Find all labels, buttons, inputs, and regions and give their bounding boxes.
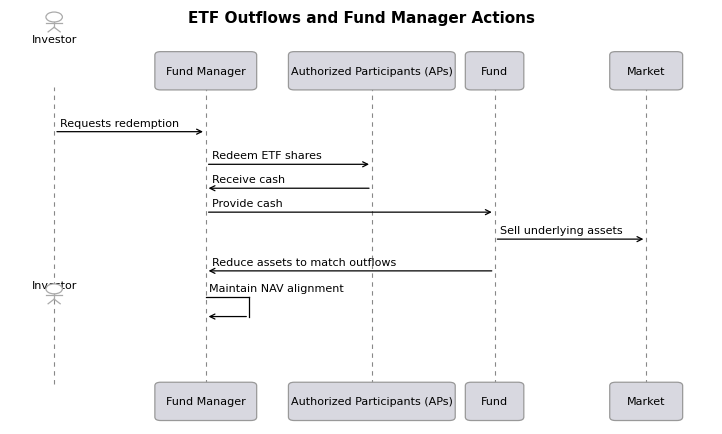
Text: ETF Outflows and Fund Manager Actions: ETF Outflows and Fund Manager Actions — [188, 11, 534, 26]
FancyBboxPatch shape — [466, 382, 524, 421]
Text: Market: Market — [627, 67, 666, 76]
FancyBboxPatch shape — [466, 53, 524, 91]
Text: Fund Manager: Fund Manager — [166, 67, 245, 76]
Circle shape — [46, 13, 62, 23]
Text: Reduce assets to match outflows: Reduce assets to match outflows — [212, 257, 396, 267]
FancyBboxPatch shape — [609, 382, 682, 421]
FancyBboxPatch shape — [609, 53, 682, 91]
Text: Authorized Participants (APs): Authorized Participants (APs) — [291, 67, 453, 76]
Text: Requests redemption: Requests redemption — [60, 118, 179, 128]
Text: Investor: Investor — [32, 35, 77, 45]
Text: Market: Market — [627, 397, 666, 406]
FancyBboxPatch shape — [155, 53, 257, 91]
Text: Fund Manager: Fund Manager — [166, 397, 245, 406]
Text: Sell underlying assets: Sell underlying assets — [500, 226, 623, 236]
Circle shape — [46, 284, 62, 294]
Text: Receive cash: Receive cash — [212, 175, 284, 185]
Text: Redeem ETF shares: Redeem ETF shares — [212, 151, 321, 161]
Text: Authorized Participants (APs): Authorized Participants (APs) — [291, 397, 453, 406]
Text: Fund: Fund — [481, 397, 508, 406]
FancyBboxPatch shape — [289, 382, 456, 421]
Text: Maintain NAV alignment: Maintain NAV alignment — [209, 284, 344, 294]
Text: Investor: Investor — [32, 280, 77, 290]
Text: Fund: Fund — [481, 67, 508, 76]
Text: Provide cash: Provide cash — [212, 199, 282, 209]
FancyBboxPatch shape — [155, 382, 257, 421]
FancyBboxPatch shape — [289, 53, 456, 91]
